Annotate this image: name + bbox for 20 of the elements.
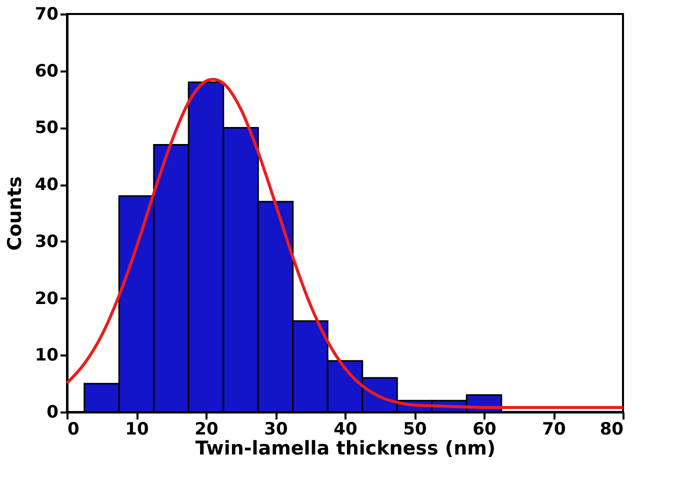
x-tick-label: 10: [125, 420, 149, 440]
x-tick-label: 70: [542, 420, 566, 440]
x-axis-title: Twin-lamella thickness (nm): [195, 438, 496, 460]
y-tick-label: 50: [34, 118, 59, 138]
y-tick-label: 70: [34, 4, 59, 24]
y-tick-label: 10: [34, 346, 59, 366]
x-tick-label: 40: [334, 420, 358, 440]
y-tick-label: 20: [34, 288, 59, 309]
x-tick-label: 30: [264, 420, 288, 440]
y-tick-label: 60: [34, 61, 59, 82]
y-tick-label: 40: [34, 175, 59, 196]
line-series: [66, 78, 624, 409]
x-tick-label: 20: [194, 420, 218, 440]
y-tick-label: 30: [34, 232, 59, 252]
y-axis-title: Counts: [4, 176, 26, 251]
x-tick-label: 80: [600, 420, 624, 440]
x-tick-label: 60: [472, 420, 496, 440]
x-tick-label: 0: [68, 420, 80, 440]
x-tick-label: 50: [403, 420, 427, 440]
y-tick-label: 0: [46, 402, 59, 422]
